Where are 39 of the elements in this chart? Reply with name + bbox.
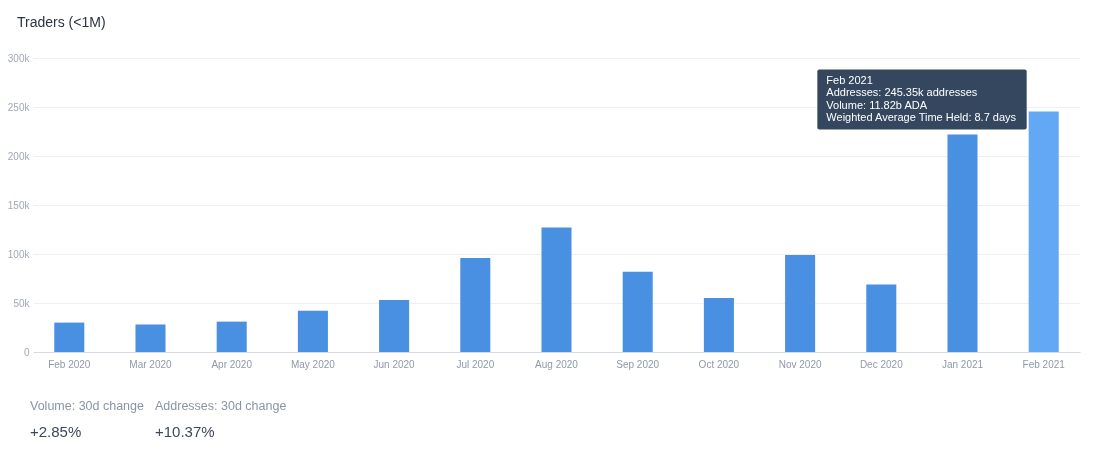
bar bbox=[622, 271, 653, 352]
y-tick-label: 150k bbox=[7, 199, 31, 211]
bar bbox=[297, 310, 328, 352]
x-tick-label: Nov 2020 bbox=[778, 358, 822, 370]
y-tick-label: 0 bbox=[23, 346, 30, 358]
bar bbox=[54, 322, 85, 352]
x-tick-label: Mar 2020 bbox=[129, 358, 173, 370]
x-tick-label: Jan 2021 bbox=[941, 358, 984, 370]
bar bbox=[866, 284, 897, 352]
chart-title: Traders (<1M) bbox=[17, 14, 106, 30]
y-tick-label: 200k bbox=[7, 150, 31, 162]
bar bbox=[785, 254, 816, 352]
text: Volume: 30d change bbox=[30, 399, 145, 413]
x-tick-label: Apr 2020 bbox=[211, 358, 253, 370]
y-tick-label: 50k bbox=[13, 297, 31, 309]
x-tick-label: Dec 2020 bbox=[859, 358, 904, 370]
bar bbox=[379, 300, 410, 352]
x-tick-label: Aug 2020 bbox=[535, 358, 579, 370]
bar bbox=[541, 227, 572, 352]
bar bbox=[947, 134, 978, 352]
x-tick-label: Sep 2020 bbox=[616, 358, 660, 370]
bar bbox=[1028, 111, 1059, 352]
y-tick-label: 100k bbox=[7, 248, 31, 260]
x-tick-label: Feb 2020 bbox=[48, 358, 91, 370]
bar bbox=[135, 324, 166, 352]
x-tick-label: May 2020 bbox=[290, 358, 336, 370]
text: +10.37% bbox=[155, 423, 215, 440]
x-tick-label: Jun 2020 bbox=[373, 358, 416, 370]
bar bbox=[216, 321, 247, 352]
bar bbox=[703, 298, 734, 352]
x-tick-label: Jul 2020 bbox=[456, 358, 495, 370]
x-tick-label: Feb 2021 bbox=[1022, 358, 1066, 370]
y-tick-label: 250k bbox=[7, 101, 31, 113]
bar bbox=[460, 257, 491, 352]
y-tick-label: 300k bbox=[7, 52, 31, 64]
annotation: Feb 2021 Addresses: 245.35k addresses Volume: 11.82b ADA Weighted Average Time Held: 8.7 days bbox=[826, 73, 1017, 124]
text: +2.85% bbox=[30, 423, 82, 440]
text: Addresses: 30d change bbox=[155, 399, 287, 413]
x-tick-label: Oct 2020 bbox=[698, 358, 740, 370]
